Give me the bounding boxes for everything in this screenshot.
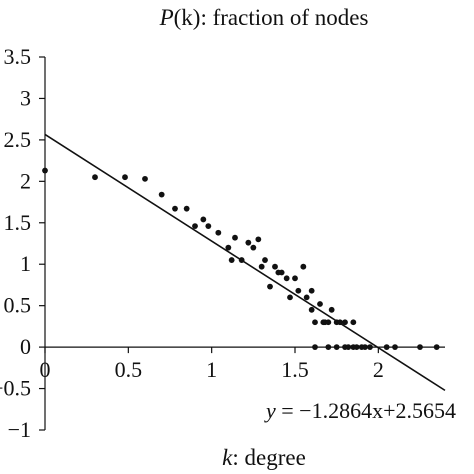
x-tick-label: 1.5 <box>281 357 309 382</box>
data-point <box>317 301 323 307</box>
y-tick-label: 3.5 <box>4 44 32 69</box>
data-point <box>300 263 307 270</box>
data-points <box>42 167 440 351</box>
data-point <box>232 234 238 241</box>
data-point <box>312 344 318 351</box>
x-tick-label: 0.5 <box>115 357 143 382</box>
y-tick-label: 1.5 <box>4 210 32 235</box>
equation-y-var: y <box>264 398 276 423</box>
data-point <box>245 239 252 246</box>
data-point <box>350 319 357 326</box>
data-point <box>283 275 290 282</box>
data-point <box>255 236 262 243</box>
x-axis-ticks: 0 0.5 1 1.5 2 <box>40 347 384 382</box>
y-tick-label: −1 <box>8 417 31 442</box>
data-point <box>333 344 340 351</box>
x-axis-title: k: degree <box>222 445 306 470</box>
data-point <box>172 205 178 212</box>
y-tick-label: 1 <box>20 251 31 276</box>
data-point <box>267 283 273 290</box>
equation-text: = −1.2864x+2.5654 <box>276 398 456 423</box>
data-point <box>308 287 315 294</box>
data-point <box>200 216 207 223</box>
data-point <box>42 167 48 174</box>
x-tick-label: 2 <box>373 357 384 382</box>
data-point <box>328 306 335 313</box>
data-point <box>92 174 98 181</box>
data-point <box>272 263 278 270</box>
data-point <box>392 344 398 351</box>
data-point <box>183 205 190 212</box>
data-point <box>142 175 148 182</box>
data-point <box>250 244 257 251</box>
data-point <box>433 344 440 351</box>
data-point <box>228 257 235 263</box>
data-point <box>417 344 423 351</box>
data-point <box>295 287 302 294</box>
data-point <box>287 294 293 301</box>
data-point <box>345 344 352 351</box>
data-point <box>362 344 368 351</box>
data-point <box>342 319 348 326</box>
x-axis-title-suffix: : degree <box>232 445 305 470</box>
y-tick-label: 0 <box>20 334 31 359</box>
data-point <box>122 174 128 181</box>
data-point <box>312 319 318 326</box>
trendline-equation: y = −1.2864x+2.5654 <box>264 398 456 423</box>
y-tick-label: −0.5 <box>0 376 31 401</box>
chart-title-var: (k) <box>174 5 201 30</box>
x-axis-title-var: k <box>222 445 233 470</box>
x-tick-label: 1 <box>206 357 217 382</box>
data-point <box>238 257 245 263</box>
data-point <box>325 319 332 326</box>
data-point <box>192 223 198 229</box>
trendline <box>44 133 446 392</box>
data-point <box>278 269 285 276</box>
data-point <box>258 263 265 270</box>
data-point <box>292 275 298 282</box>
data-point <box>215 229 222 236</box>
data-point <box>353 344 360 351</box>
data-point <box>205 223 212 229</box>
y-tick-label: 2 <box>20 168 31 193</box>
chart-title-suffix: : fraction of nodes <box>200 5 368 30</box>
data-point <box>325 344 332 351</box>
y-tick-label: 2.5 <box>4 127 32 152</box>
y-tick-label: 0.5 <box>4 293 32 318</box>
data-point <box>337 319 343 326</box>
data-point <box>308 306 315 313</box>
data-point <box>367 344 373 351</box>
data-point <box>303 294 310 301</box>
y-tick-label: 3 <box>20 85 31 110</box>
chart-title-prefix: P <box>159 5 174 30</box>
chart-title: P(k): fraction of nodes <box>159 5 369 30</box>
data-point <box>383 344 390 351</box>
data-point <box>158 191 165 198</box>
data-point <box>225 244 232 251</box>
data-point <box>262 257 268 263</box>
y-axis-ticks: −1 −0.5 0 0.5 1 1.5 2 2.5 3 3.5 <box>0 44 45 442</box>
